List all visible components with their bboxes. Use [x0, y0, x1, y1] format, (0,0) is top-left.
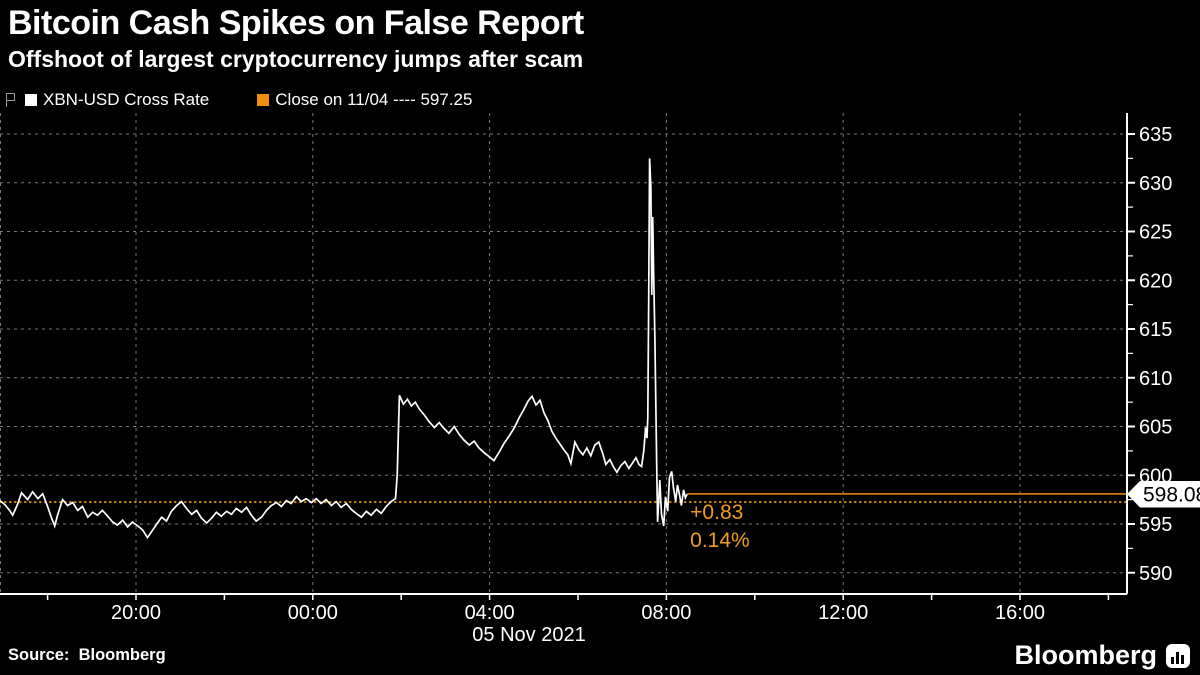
price-series-line	[0, 158, 688, 540]
legend-key-stem	[6, 99, 7, 107]
bloomberg-wordmark: Bloomberg	[1014, 640, 1157, 670]
y-tick-label: 635	[1139, 124, 1172, 146]
y-tick-label: 630	[1139, 173, 1172, 195]
date-label: 05 Nov 2021	[472, 624, 585, 646]
price-tag	[1127, 480, 1200, 508]
y-tick-label: 625	[1139, 222, 1172, 244]
x-tick-label: 04:00	[465, 602, 515, 624]
source-credit: Source: Bloomberg	[8, 646, 166, 664]
y-tick-label: 605	[1139, 417, 1172, 439]
x-tick-label: 12:00	[818, 602, 868, 624]
page-title: Bitcoin Cash Spikes on False Report	[8, 4, 584, 42]
legend-key-icon	[5, 92, 15, 108]
close-swatch-icon	[257, 94, 270, 106]
gridlines	[0, 113, 1127, 594]
y-tick-label: 590	[1139, 563, 1172, 585]
y-tick-label: 615	[1139, 319, 1172, 341]
bloomberg-terminal-icon	[1166, 643, 1190, 668]
y-tick-label: 610	[1139, 368, 1172, 390]
y-tick-label: 595	[1139, 514, 1172, 536]
legend-item-close: Close on 11/04 ---- 597.25	[257, 90, 472, 110]
y-tick-label: 620	[1139, 270, 1172, 292]
legend-close-label: Close on 11/04 ---- 597.25	[275, 90, 473, 109]
x-tick-label: 20:00	[111, 602, 161, 624]
page-subtitle: Offshoot of largest cryptocurrency jumps…	[8, 46, 584, 72]
bloomberg-logo: Bloomberg	[1014, 640, 1190, 671]
x-tick-label: 00:00	[288, 602, 338, 624]
legend-series-label: XBN-USD Cross Rate	[43, 90, 210, 109]
change-pct-annotation: 0.14%	[690, 529, 750, 552]
x-tick-label: 08:00	[641, 602, 691, 624]
price-tag-label: 598.08	[1143, 483, 1200, 506]
x-tick-label: 16:00	[995, 602, 1045, 624]
legend-key-flag	[6, 93, 15, 101]
legend-item-series: XBN-USD Cross Rate	[25, 90, 209, 110]
chart-legend: XBN-USD Cross Rate Close on 11/04 ---- 5…	[5, 90, 472, 110]
series-swatch-icon	[25, 94, 37, 106]
change-annotation: +0.83	[690, 501, 743, 524]
